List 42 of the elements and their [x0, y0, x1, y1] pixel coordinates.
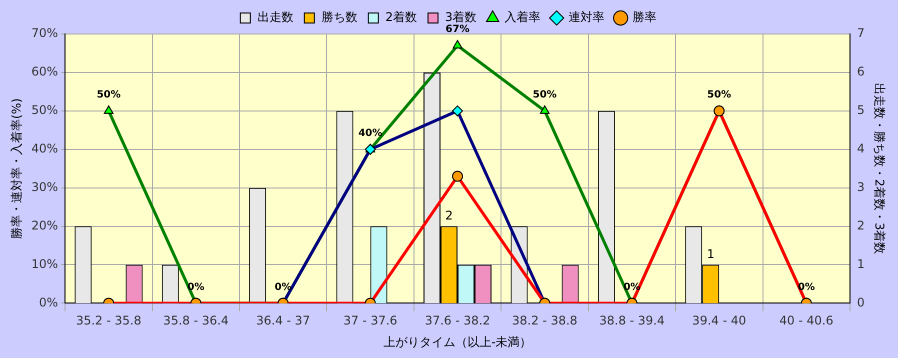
x-tick-label: 39.4 - 40	[692, 314, 746, 328]
legend-label: 入着率	[504, 10, 541, 24]
x-axis-title: 上がりタイム（以上-未満）	[383, 334, 532, 349]
y-tick-label: 30%	[31, 180, 58, 194]
y2-tick-label: 2	[856, 218, 865, 232]
x-tick-label: 36.4 - 37	[256, 314, 310, 328]
x-tick-label: 38.8 - 39.4	[599, 314, 665, 328]
data-label: 50%	[96, 90, 121, 101]
data-label: 50%	[532, 90, 557, 101]
data-label: 1	[706, 246, 714, 261]
x-tick-label: 38.2 - 38.8	[512, 314, 578, 328]
legend-label: 2着数	[385, 10, 418, 24]
legend-label: 勝率	[632, 10, 657, 24]
x-tick-label: 35.8 - 36.4	[163, 314, 229, 328]
y2-tick-label: 3	[856, 180, 865, 194]
data-label: 67%	[446, 24, 470, 36]
legend-label: 3着数	[445, 10, 477, 24]
y-tick-label: 20%	[31, 218, 58, 232]
y-tick-label: 40%	[31, 141, 58, 156]
x-tick-label: 37.6 - 38.2	[424, 314, 490, 328]
data-label: 50%	[707, 90, 732, 101]
legend-label: 連対率	[568, 10, 605, 24]
y-tick-label: 70%	[31, 26, 58, 40]
y-tick-label: 60%	[31, 64, 58, 79]
y-tick-label: 50%	[31, 103, 58, 118]
y2-tick-label: 6	[856, 64, 865, 79]
y2-tick-label: 4	[856, 141, 865, 156]
legend-label: 出走数	[257, 10, 294, 24]
y2-tick-label: 7	[856, 26, 865, 40]
data-label: 2	[445, 208, 453, 222]
y-tick-label: 0%	[39, 295, 58, 310]
y2-axis-title: 出走数・勝ち数・2着数・3着数	[872, 82, 887, 254]
data-label: 40%	[358, 128, 382, 139]
y-tick-label: 10%	[31, 256, 58, 271]
y2-tick-label: 1	[856, 256, 865, 271]
x-tick-label: 37 - 37.6	[343, 314, 398, 328]
legend-label: 勝ち数	[321, 10, 358, 24]
y2-tick-label: 5	[856, 103, 865, 118]
y-axis-title: 勝率・連対率・入着率(%)	[9, 98, 24, 239]
y2-tick-label: 0	[856, 295, 865, 310]
x-tick-label: 40 - 40.6	[779, 314, 834, 328]
x-tick-label: 35.2 - 35.8	[76, 314, 142, 328]
